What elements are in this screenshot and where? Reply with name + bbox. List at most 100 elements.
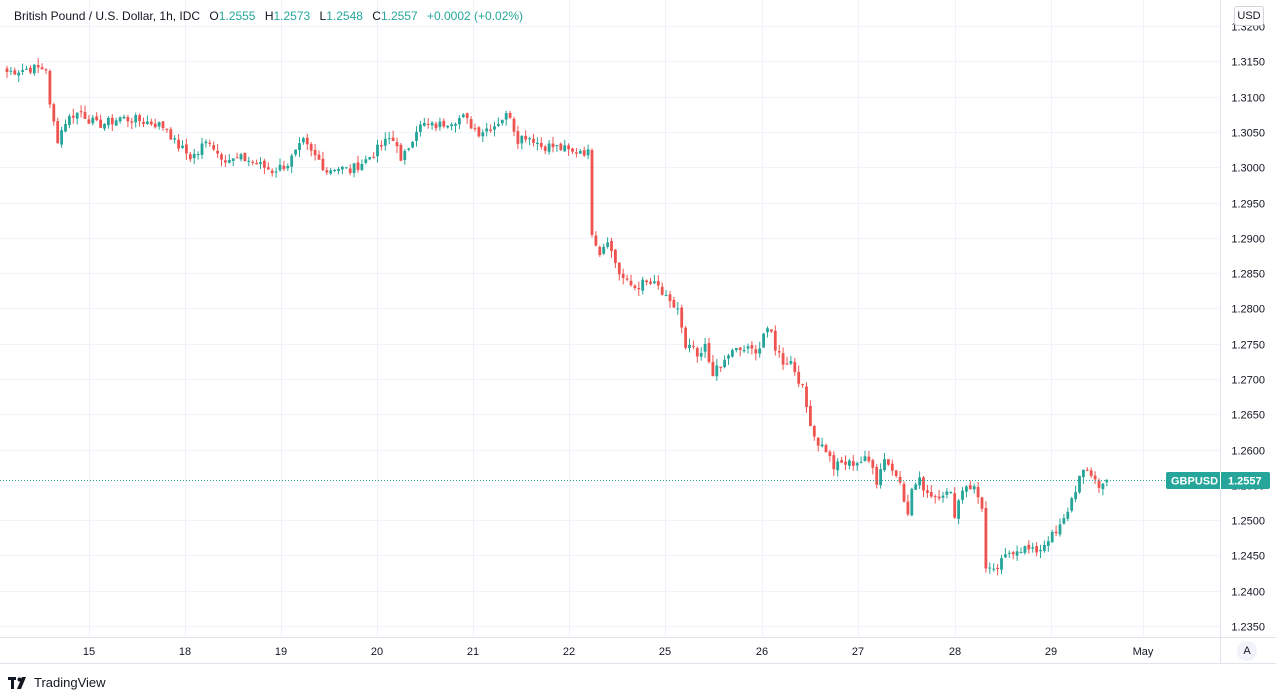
candle-body xyxy=(894,470,898,476)
candle-body xyxy=(543,146,547,151)
x-tick-label: 19 xyxy=(275,646,287,658)
candle-body xyxy=(298,143,301,151)
candle-body xyxy=(855,463,859,466)
candle-body xyxy=(590,150,594,235)
candle-body xyxy=(559,143,563,151)
candle-body xyxy=(536,142,539,144)
open-label: O xyxy=(209,9,219,23)
candle-body xyxy=(348,168,352,174)
candle-body xyxy=(204,141,208,144)
candle-body xyxy=(446,125,450,128)
candle-body xyxy=(734,347,738,351)
candle-body xyxy=(173,138,177,140)
candle-body xyxy=(1039,549,1042,552)
candle-body xyxy=(122,116,126,119)
candle-body xyxy=(434,123,438,129)
y-tick-label: 1.3150 xyxy=(1231,57,1265,69)
change-value: +0.0002 (+0.02%) xyxy=(426,9,524,23)
candle-body xyxy=(758,348,762,354)
candle-body xyxy=(824,445,828,453)
candle-body xyxy=(337,168,340,171)
symbol-legend[interactable]: British Pound / U.S. Dollar, 1h, IDC O1.… xyxy=(14,8,523,24)
candle-body xyxy=(231,158,235,161)
candle-body xyxy=(153,123,157,128)
candle-body xyxy=(489,129,492,131)
candle-body xyxy=(773,330,777,351)
candle-body xyxy=(239,154,243,160)
candle-body xyxy=(118,117,122,122)
candle-body xyxy=(368,157,372,160)
candle-body xyxy=(395,142,399,147)
candle-body xyxy=(1101,483,1105,490)
currency-button[interactable]: USD xyxy=(1234,6,1264,26)
candle-body xyxy=(411,141,414,148)
candle-body xyxy=(1035,546,1038,553)
candle-body xyxy=(992,568,996,570)
candle-body xyxy=(1066,511,1070,519)
candle-body xyxy=(844,461,847,465)
open-value: 1.2555 xyxy=(218,9,256,23)
candle-body xyxy=(610,241,613,251)
candle-body xyxy=(723,359,726,368)
y-tick-label: 1.2400 xyxy=(1231,587,1265,599)
candle-body xyxy=(99,119,102,128)
candle-body xyxy=(1062,518,1066,524)
candle-body xyxy=(138,115,141,122)
y-tick-label: 1.3100 xyxy=(1231,93,1265,105)
candle-body xyxy=(91,117,95,124)
footer-branding[interactable]: TradingView xyxy=(8,675,106,690)
candle-body xyxy=(968,485,972,490)
x-tick-label: 26 xyxy=(756,646,768,658)
candle-body xyxy=(13,70,17,75)
candle-body xyxy=(216,150,219,154)
candle-body xyxy=(508,112,512,118)
time-axis[interactable]: 15 18 19 20 21 22 25 26 27 28 29 May xyxy=(83,646,1154,658)
candle-body xyxy=(309,144,313,151)
candle-body xyxy=(929,491,933,497)
candle-body xyxy=(516,131,520,144)
candle-body xyxy=(1004,554,1007,558)
auto-scale-button[interactable]: A xyxy=(1237,641,1257,661)
candle-body xyxy=(473,128,477,130)
candle-body xyxy=(961,490,964,500)
candle-body xyxy=(871,460,875,468)
candle-body xyxy=(711,361,715,377)
candle-body xyxy=(715,365,719,377)
candle-body xyxy=(532,138,535,143)
candle-body xyxy=(731,350,734,357)
candle-body xyxy=(305,137,309,145)
candle-body xyxy=(317,154,321,160)
candle-body xyxy=(134,115,138,123)
candle-body xyxy=(419,124,422,132)
candle-body xyxy=(185,144,188,154)
candle-body xyxy=(770,329,773,332)
candle-body xyxy=(695,348,699,357)
price-axis[interactable]: 1.32001.31501.31001.30501.30001.29501.29… xyxy=(1231,22,1265,634)
y-tick-label: 1.2750 xyxy=(1231,340,1265,352)
candle-body xyxy=(594,235,598,246)
candle-body xyxy=(512,118,516,132)
symbol-title[interactable]: British Pound / U.S. Dollar, 1h, IDC xyxy=(14,9,201,23)
candle-body xyxy=(812,426,816,437)
candle-body xyxy=(867,456,871,462)
candle-body xyxy=(703,343,707,352)
candle-body xyxy=(87,119,91,124)
candle-body xyxy=(188,154,192,160)
candle-body xyxy=(1023,546,1027,553)
candle-body xyxy=(551,143,555,148)
candle-body xyxy=(243,152,247,162)
candle-body xyxy=(44,69,48,71)
candle-body xyxy=(941,495,945,498)
y-tick-label: 1.2950 xyxy=(1231,199,1265,211)
tradingview-logo-icon xyxy=(8,676,30,690)
candle-body xyxy=(415,131,418,141)
candle-body xyxy=(500,119,504,124)
candle-body xyxy=(481,132,485,137)
candle-body xyxy=(567,145,570,150)
x-tick-label: 18 xyxy=(179,646,191,658)
y-tick-label: 1.2350 xyxy=(1231,622,1265,634)
candle-body xyxy=(461,114,465,118)
candle-body xyxy=(789,361,793,364)
